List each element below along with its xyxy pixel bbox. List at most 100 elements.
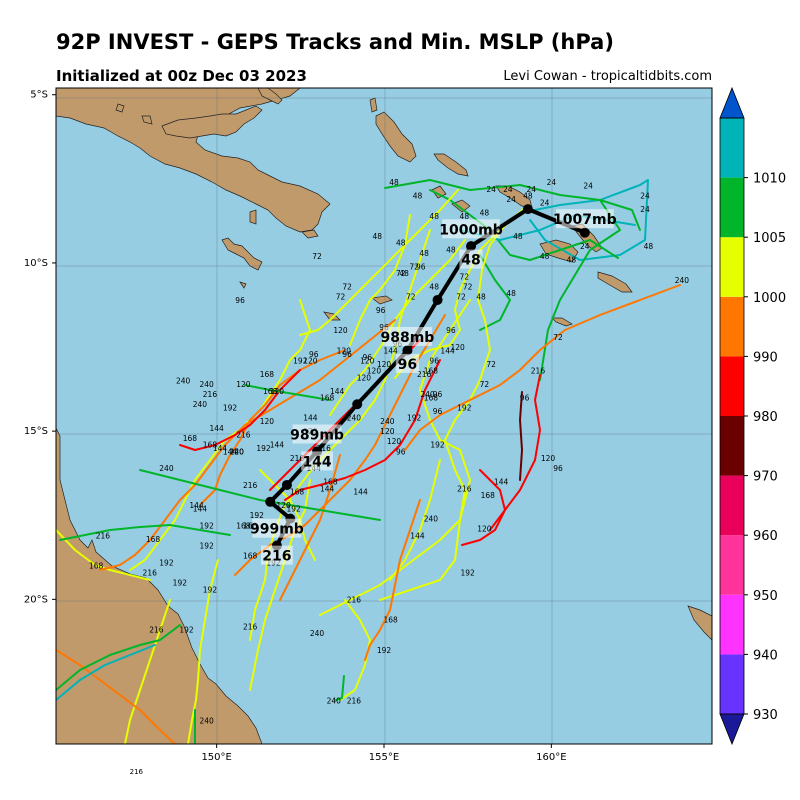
colorbar-bin [720, 416, 744, 476]
colorbar-bin [720, 237, 744, 297]
forecast-hour-label: 216 [290, 454, 305, 463]
ensemble-member-track [461, 469, 506, 546]
lon-tick-label: 160°E [536, 752, 566, 763]
forecast-hour-label: 216 [347, 595, 362, 604]
forecast-hour-label: 48 [389, 178, 399, 187]
forecast-hour-label: 48 [460, 212, 470, 221]
colorbar-tick-label: 950 [753, 589, 778, 604]
ensemble-member-track [59, 524, 231, 541]
ensemble-member-track [56, 649, 176, 744]
forecast-hour-label: 240 [675, 276, 690, 285]
forecast-hour-label: 120 [270, 387, 285, 396]
forecast-hour-label: 192 [250, 511, 265, 520]
mean-track-point [522, 204, 533, 215]
mean-track-label: 48 [461, 253, 480, 269]
forecast-hour-label: 72 [486, 360, 496, 369]
stray-hour-label: 216 [130, 768, 144, 776]
graticule [56, 88, 712, 744]
ensemble-member-track [394, 212, 521, 379]
ensemble-member-track [279, 454, 341, 601]
ensemble-member-track [404, 284, 681, 451]
forecast-hour-label: 168 [323, 478, 338, 487]
forecast-hour-label: 72 [396, 269, 406, 278]
ensemble-member-track [519, 391, 523, 481]
forecast-hour-label: 144 [303, 414, 318, 423]
forecast-hour-label: 48 [540, 252, 550, 261]
forecast-hour-label: 96 [376, 306, 386, 315]
colorbar-bin [720, 475, 744, 536]
forecast-hour-label: 168 [203, 441, 218, 450]
longitude-axis: 150°E 155°E 160°E [201, 744, 567, 763]
forecast-hour-label: 72 [463, 282, 473, 291]
forecast-hour-label: 96 [446, 326, 456, 335]
forecast-hour-label: 72 [409, 262, 419, 271]
colorbar-tick-label: 1005 [753, 231, 786, 246]
forecast-hour-label: 144 [193, 505, 208, 514]
mean-track-point [265, 496, 276, 507]
forecast-hour-label: 192 [461, 568, 476, 577]
forecast-hour-label: 168 [146, 535, 161, 544]
ensemble-member-track [349, 214, 411, 346]
mean-track-point [402, 345, 413, 356]
forecast-hour-label: 192 [173, 579, 188, 588]
forecast-hour-label: 48 [476, 293, 486, 302]
latitude-axis: 5°S 10°S 15°S 20°S [24, 90, 56, 605]
ensemble-member-track [99, 319, 396, 571]
mean-label-bg [556, 209, 614, 229]
forecast-hour-label: 240 [424, 515, 439, 524]
ensemble-member-track [379, 299, 471, 601]
ensemble-member-track [389, 459, 441, 581]
forecast-hour-label: 24 [540, 198, 550, 207]
forecast-hour-label: 120 [337, 346, 352, 355]
ensemble-member-track [187, 559, 219, 744]
forecast-hour-label: 192 [377, 646, 392, 655]
forecast-hour-label: 216 [243, 622, 258, 631]
forecast-hour-label: 96 [416, 262, 426, 271]
forecast-hour-label: 96 [433, 390, 443, 399]
mean-label-bg [292, 424, 342, 444]
forecast-hour-label: 168 [260, 370, 275, 379]
mean-track-point [579, 227, 590, 238]
ensemble-member-track [259, 469, 316, 561]
forecast-hour-label: 168 [89, 562, 104, 571]
mean-track-label: 999mb [250, 522, 304, 538]
ensemble-member-track [319, 204, 529, 616]
ensemble-member-track [249, 479, 311, 691]
ensemble-member-track [539, 199, 621, 381]
mean-track-label: 988mb [381, 330, 435, 346]
mean-label-bg [252, 518, 302, 538]
land-new-britain [161, 105, 263, 139]
forecast-hour-label: 24 [583, 182, 593, 191]
forecast-hour-label: 120 [357, 373, 372, 382]
colorbar-bin [720, 654, 744, 714]
colorbar-bin [720, 118, 744, 178]
forecast-hour-label: 144 [209, 424, 224, 433]
forecast-hour-label: 24 [486, 185, 496, 194]
forecast-hour-label: 96 [429, 356, 439, 365]
forecast-hour-label: 216 [143, 568, 158, 577]
forecast-hour-label: 72 [460, 272, 470, 281]
forecast-hour-label: 24 [640, 205, 650, 214]
forecast-hour-label: 48 [419, 249, 429, 258]
mean-track-label: 1000mb [439, 222, 503, 238]
forecast-hour-label: 192 [286, 505, 301, 514]
ensemble-member-track [56, 624, 181, 691]
forecast-hour-label: 168 [424, 367, 439, 376]
ensemble-member-track [335, 675, 345, 701]
colorbar-tick-label: 960 [753, 529, 778, 544]
forecast-hour-label: 192 [256, 444, 271, 453]
forecast-hour-label: 48 [396, 239, 406, 248]
forecast-hour-label: 168 [290, 488, 305, 497]
colorbar-tick-label: 1000 [753, 291, 786, 306]
forecast-hour-label: 240 [347, 414, 362, 423]
mean-label-bg [395, 353, 420, 373]
land-louisiade [115, 103, 393, 321]
ensemble-member-track [56, 644, 156, 701]
forecast-hour-label: 120 [367, 367, 382, 376]
forecast-hour-label: 240 [193, 400, 208, 409]
forecast-hour-label: 168 [263, 387, 278, 396]
mean-track-points [265, 204, 590, 551]
forecast-hour-label: 216 [417, 370, 432, 379]
forecast-hour-label: 48 [446, 245, 456, 254]
forecast-hour-label: 24 [640, 192, 650, 201]
